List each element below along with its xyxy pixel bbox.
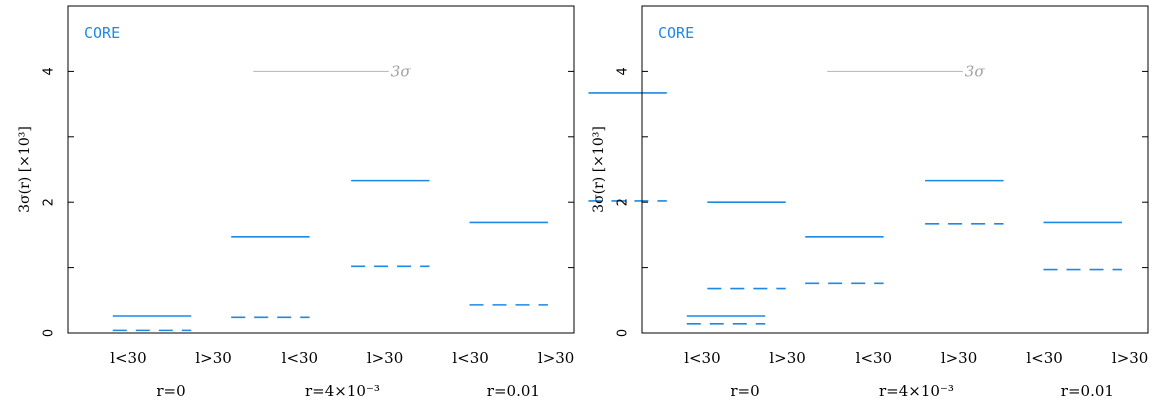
plot-frame bbox=[67, 5, 575, 334]
category-label: l<30 bbox=[110, 349, 146, 367]
group-label: r=0.01 bbox=[1061, 382, 1114, 400]
plot-frame bbox=[641, 5, 1149, 334]
y-tick-label: 0 bbox=[42, 329, 57, 337]
group-label: r=4×10⁻³ bbox=[879, 382, 954, 400]
category-label: l>30 bbox=[1112, 349, 1148, 367]
y-tick-label: 4 bbox=[42, 67, 57, 75]
category-label: l>30 bbox=[367, 349, 403, 367]
y-axis-label: 3σ(r) [×10³] bbox=[17, 126, 33, 213]
y-tick-label: 4 bbox=[616, 67, 631, 75]
y-tick-label: 0 bbox=[616, 329, 631, 337]
category-label: l>30 bbox=[769, 349, 805, 367]
group-label: r=0 bbox=[730, 382, 759, 400]
y-tick-label: 2 bbox=[42, 198, 57, 206]
category-label: l<30 bbox=[856, 349, 892, 367]
group-label: r=4×10⁻³ bbox=[305, 382, 380, 400]
y-axis-label: 3σ(r) [×10³] bbox=[591, 126, 607, 213]
y-tick-label: 2 bbox=[616, 198, 631, 206]
category-label: l>30 bbox=[195, 349, 231, 367]
category-label: l<30 bbox=[1026, 349, 1062, 367]
category-label: l>30 bbox=[538, 349, 574, 367]
category-label: l<30 bbox=[282, 349, 318, 367]
reference-label: 3σ bbox=[391, 63, 412, 81]
group-label: r=0 bbox=[156, 382, 185, 400]
group-label: r=0.01 bbox=[487, 382, 540, 400]
panel-title: CORE bbox=[84, 24, 120, 42]
reference-label: 3σ bbox=[965, 63, 986, 81]
panel-title: CORE bbox=[658, 24, 694, 42]
category-label: l<30 bbox=[684, 349, 720, 367]
category-label: l>30 bbox=[941, 349, 977, 367]
category-label: l<30 bbox=[452, 349, 488, 367]
